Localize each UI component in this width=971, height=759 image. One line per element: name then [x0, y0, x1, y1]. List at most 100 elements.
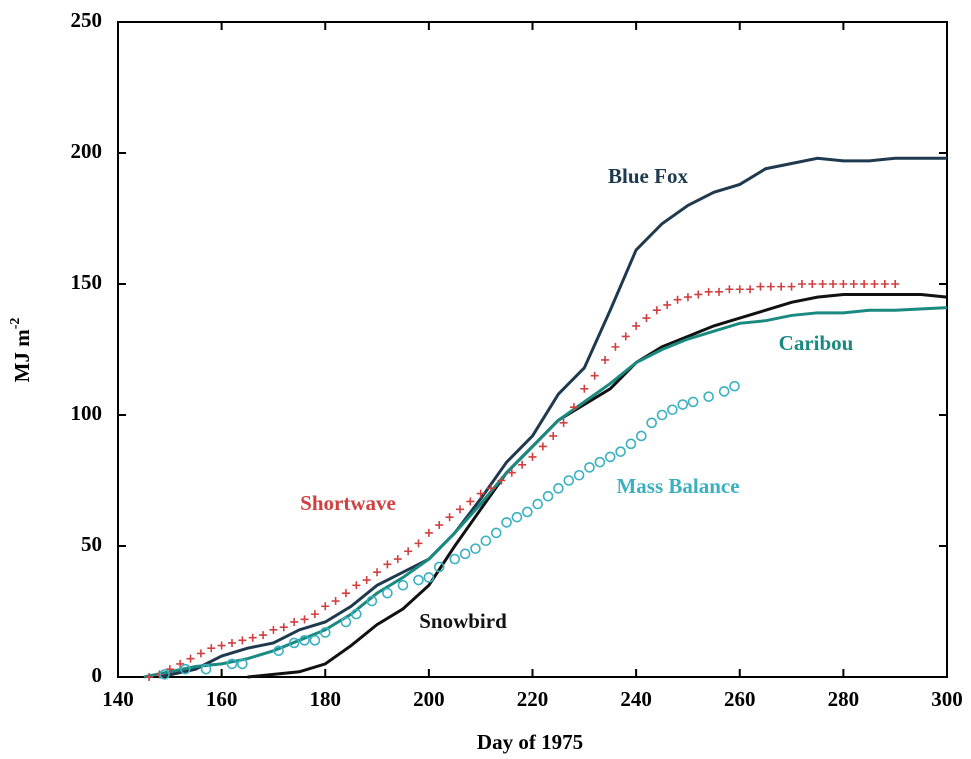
cross-marker — [849, 280, 858, 288]
cross-marker — [310, 610, 319, 619]
series-label: Caribou — [779, 331, 854, 355]
y-tick-label: 0 — [92, 663, 103, 687]
cross-marker — [787, 282, 796, 291]
circle-marker — [433, 561, 445, 573]
series-label: Blue Fox — [608, 164, 688, 188]
cross-marker — [735, 285, 744, 294]
circle-marker — [490, 527, 502, 539]
cross-marker — [590, 371, 599, 380]
y-tick-label: 200 — [71, 139, 103, 163]
cross-marker — [207, 644, 216, 653]
circle-marker — [273, 645, 284, 657]
cross-marker — [145, 673, 154, 681]
cross-marker — [642, 314, 651, 323]
cross-marker — [186, 654, 195, 663]
circle-marker — [200, 663, 212, 675]
circle-marker — [604, 451, 616, 463]
circle-marker — [522, 506, 533, 518]
cross-marker — [259, 631, 268, 640]
cross-marker — [829, 280, 838, 288]
circle-marker — [542, 490, 554, 502]
circle-marker — [656, 409, 668, 421]
cross-marker — [797, 280, 806, 288]
y-tick-label: 250 — [71, 8, 103, 32]
circle-marker — [309, 635, 321, 646]
circle-marker — [470, 543, 481, 554]
cross-marker — [445, 513, 454, 522]
x-tick-label: 200 — [413, 687, 445, 711]
circle-marker — [677, 399, 689, 410]
cross-marker — [341, 589, 350, 598]
circle-marker — [319, 627, 331, 638]
cross-marker — [248, 633, 257, 642]
y-axis-label-main: MJ m — [10, 329, 34, 383]
y-tick-label: 100 — [71, 401, 103, 425]
cross-marker — [766, 282, 775, 291]
circle-marker — [366, 595, 378, 607]
cross-marker — [393, 555, 402, 564]
cross-marker — [383, 560, 392, 569]
cross-marker — [362, 576, 371, 585]
series-line — [247, 292, 948, 679]
x-axis-label: Day of 1975 — [477, 730, 583, 754]
circle-marker — [667, 404, 678, 416]
circle-marker — [413, 574, 424, 586]
series-label: Mass Balance — [616, 474, 739, 498]
cross-marker — [694, 290, 703, 299]
cross-marker — [217, 641, 226, 650]
cross-marker — [507, 468, 516, 477]
circle-marker — [226, 658, 238, 670]
circle-marker — [480, 535, 492, 547]
cross-marker — [528, 452, 537, 461]
circle-marker — [340, 616, 352, 628]
y-axis-label-sup: -2 — [8, 318, 23, 330]
x-tick-label: 240 — [620, 687, 652, 711]
cross-marker — [663, 300, 672, 309]
cross-marker — [165, 665, 174, 674]
cross-marker — [580, 384, 589, 393]
cross-marker — [891, 280, 900, 288]
cross-marker — [652, 306, 661, 315]
circle-marker — [646, 417, 657, 429]
x-tick-label: 260 — [724, 687, 756, 711]
cross-marker — [880, 280, 889, 288]
cross-marker — [611, 342, 620, 351]
x-tick-label: 300 — [931, 687, 963, 711]
circle-marker — [563, 475, 575, 486]
cross-marker — [196, 649, 205, 658]
cross-marker — [715, 287, 724, 296]
y-axis-label: MJ m-2 — [8, 318, 34, 383]
cross-marker — [424, 528, 433, 537]
cross-marker — [352, 581, 361, 590]
cross-marker — [870, 280, 879, 288]
x-tick-label: 280 — [828, 687, 860, 711]
circle-marker — [687, 396, 699, 408]
circle-marker — [636, 430, 647, 442]
circle-marker — [532, 498, 543, 510]
y-tick-label: 150 — [71, 270, 103, 294]
cross-marker — [435, 521, 444, 530]
circle-marker — [511, 511, 523, 523]
circle-marker — [625, 438, 637, 450]
x-tick-label: 180 — [310, 687, 342, 711]
cross-marker — [373, 568, 382, 577]
circle-marker — [718, 386, 730, 397]
cross-marker — [559, 418, 568, 427]
cross-marker — [300, 615, 309, 624]
circle-marker — [584, 462, 595, 473]
cross-marker — [331, 597, 340, 606]
cross-marker — [621, 332, 630, 341]
circle-marker — [288, 637, 300, 649]
circle-marker — [180, 663, 191, 675]
cross-marker — [725, 285, 734, 294]
x-tick-label: 160 — [206, 687, 238, 711]
cross-marker — [839, 280, 848, 288]
cross-marker — [455, 505, 464, 514]
series-label: Snowbird — [419, 609, 507, 633]
cross-marker — [497, 476, 506, 485]
circle-marker — [703, 391, 714, 402]
circle-marker — [382, 587, 393, 599]
x-tick-label: 140 — [102, 687, 134, 711]
circle-marker — [449, 553, 461, 565]
